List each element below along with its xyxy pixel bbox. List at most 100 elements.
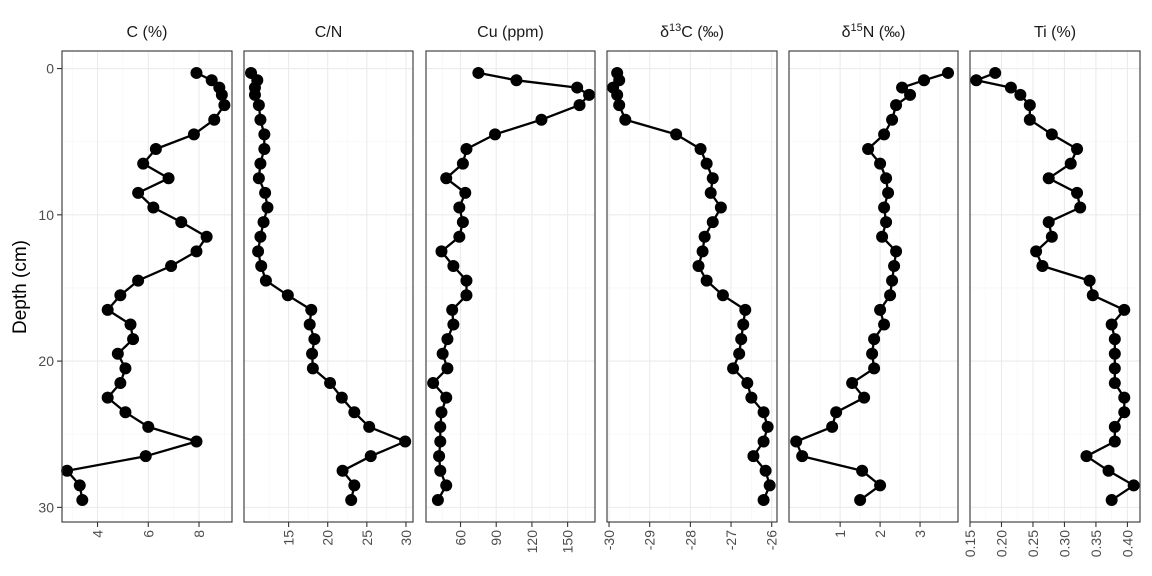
- y-tick-label: 30: [38, 499, 54, 515]
- data-point: [119, 362, 132, 375]
- data-point: [489, 128, 502, 141]
- data-point: [259, 274, 272, 287]
- data-point: [456, 157, 469, 170]
- x-tick-label: 6: [140, 530, 156, 538]
- data-point: [714, 201, 727, 214]
- data-point: [888, 260, 901, 273]
- data-point: [436, 347, 449, 360]
- data-point: [434, 435, 447, 448]
- data-point: [1108, 420, 1121, 433]
- data-point: [1108, 333, 1121, 346]
- data-point: [446, 303, 459, 316]
- data-point: [137, 157, 150, 170]
- data-point: [1086, 289, 1099, 302]
- panel-border: [788, 50, 959, 523]
- data-point: [700, 274, 713, 287]
- x-tick-label: 150: [560, 530, 576, 554]
- data-point: [704, 186, 717, 199]
- data-point: [459, 186, 472, 199]
- data-point: [874, 303, 887, 316]
- data-point: [258, 143, 271, 156]
- data-point: [114, 289, 127, 302]
- data-point: [1045, 230, 1058, 243]
- data-point: [757, 494, 770, 507]
- data-point: [132, 186, 145, 199]
- data-point: [1108, 347, 1121, 360]
- x-tick-label: -30: [601, 530, 617, 550]
- data-point: [460, 274, 473, 287]
- data-point: [880, 216, 893, 229]
- x-tick-label: -27: [723, 530, 739, 550]
- data-point: [737, 318, 750, 331]
- x-tick-label: 8: [191, 530, 207, 538]
- panel-border: [61, 50, 233, 523]
- data-point: [942, 66, 955, 79]
- data-point: [440, 172, 453, 185]
- x-tick-label: 120: [524, 530, 540, 554]
- data-point: [187, 128, 200, 141]
- data-point: [254, 157, 267, 170]
- data-point: [218, 99, 231, 112]
- data-point: [73, 479, 86, 492]
- data-point: [1080, 450, 1093, 463]
- data-point: [874, 479, 887, 492]
- data-point: [790, 435, 803, 448]
- data-point: [1014, 88, 1027, 101]
- data-point: [700, 157, 713, 170]
- data-point: [433, 450, 446, 463]
- data-point: [335, 391, 348, 404]
- data-point: [763, 479, 776, 492]
- data-point: [252, 245, 265, 258]
- data-point: [336, 464, 349, 477]
- data-point: [868, 362, 881, 375]
- data-point: [435, 406, 448, 419]
- data-point: [1118, 391, 1131, 404]
- panel-title-d15n: δ15N (‰): [842, 22, 906, 41]
- data-point: [747, 450, 760, 463]
- data-point: [456, 216, 469, 229]
- x-tick-label: 20: [320, 530, 336, 546]
- data-point: [1118, 406, 1131, 419]
- data-point: [254, 230, 267, 243]
- data-point: [200, 230, 213, 243]
- x-tick-label: 1: [832, 530, 848, 538]
- data-point: [583, 88, 596, 101]
- data-point: [147, 201, 160, 214]
- data-point: [305, 303, 318, 316]
- data-point: [205, 74, 218, 87]
- data-point: [441, 333, 454, 346]
- data-point: [619, 113, 632, 126]
- data-point: [248, 88, 261, 101]
- data-point: [306, 347, 319, 360]
- data-point: [399, 435, 412, 448]
- data-point: [1108, 362, 1121, 375]
- data-point: [854, 494, 867, 507]
- panel-title-c: C (%): [127, 24, 168, 41]
- data-point: [447, 260, 460, 273]
- panel-title-d13c: δ13C (‰): [660, 22, 724, 41]
- facet-panels: C (%) 4 6 8 C/N 15 20 25 30 Cu (ppm) 60 90 120 150 δ13…: [61, 22, 1141, 557]
- data-point: [510, 74, 523, 87]
- data-point: [886, 274, 899, 287]
- data-point: [733, 347, 746, 360]
- data-point: [1023, 99, 1036, 112]
- data-point: [1118, 303, 1131, 316]
- data-point: [1105, 494, 1118, 507]
- x-tick-label: 15: [281, 530, 297, 546]
- data-point: [706, 172, 719, 185]
- data-point: [1108, 377, 1121, 390]
- data-point: [571, 81, 584, 94]
- data-point: [896, 81, 909, 94]
- data-point: [886, 113, 899, 126]
- data-point: [866, 347, 879, 360]
- data-point: [878, 128, 891, 141]
- data-point: [215, 88, 228, 101]
- data-point: [727, 362, 740, 375]
- data-point: [303, 318, 316, 331]
- data-point: [101, 303, 114, 316]
- data-point: [874, 157, 887, 170]
- x-tick-label: -29: [642, 530, 658, 550]
- data-point: [149, 143, 162, 156]
- data-point: [890, 99, 903, 112]
- data-point: [139, 450, 152, 463]
